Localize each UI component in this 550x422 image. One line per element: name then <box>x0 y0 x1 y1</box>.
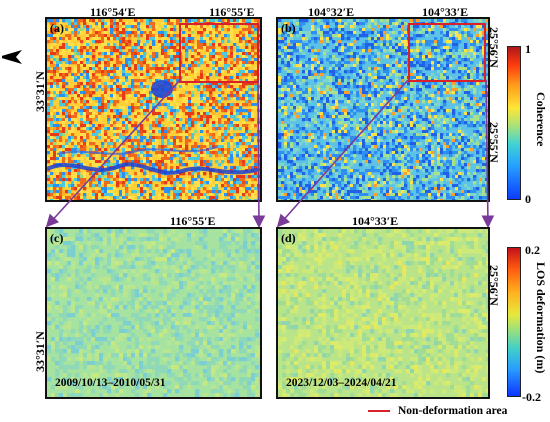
coherence-colorbar <box>507 46 521 200</box>
panel-b-coherence-map: (b) <box>276 17 490 202</box>
coord-a-lon2: 116°55′E <box>209 5 255 19</box>
panel-d-date-range: 2023/12/03–2024/04/21 <box>286 377 397 389</box>
legend-label: Non-deformation area <box>398 405 508 417</box>
coherence-texture-b <box>278 19 488 200</box>
coherence-texture-a <box>47 19 260 200</box>
coord-b-lon1: 104°32′E <box>308 5 355 19</box>
non-deformation-box-a <box>179 23 259 83</box>
panel-b-label: (b) <box>281 21 296 35</box>
panel-c-deformation-map: (c) 2009/10/13–2010/05/31 <box>45 227 262 399</box>
coherence-min-label: 0 <box>525 192 531 206</box>
panel-a-label: (a) <box>50 21 64 35</box>
panel-c-date-range: 2009/10/13–2010/05/31 <box>55 377 166 389</box>
coord-a-lon1: 116°54′E <box>90 5 136 19</box>
coherence-max-label: 1 <box>525 42 531 56</box>
deformation-texture-d <box>278 229 488 397</box>
legend-red-line <box>368 410 390 412</box>
coord-b-lon2: 104°33′E <box>422 5 469 19</box>
north-arrow-icon <box>0 40 24 74</box>
panel-c-label: (c) <box>50 231 64 245</box>
non-deformation-box-b <box>408 23 486 82</box>
deformation-max-label: 0.2 <box>525 243 540 257</box>
panel-d-label: (d) <box>281 231 296 245</box>
deformation-min-label: -0.2 <box>522 390 541 404</box>
coord-c-lon: 116°55′E <box>170 214 216 228</box>
deformation-texture-c <box>47 229 260 397</box>
deformation-colorbar-title: LOS deformation (m) <box>534 262 548 374</box>
deformation-colorbar <box>507 247 521 397</box>
coord-d-lon: 104°33′E <box>352 214 399 228</box>
panel-a-coherence-map: (a) <box>45 17 262 202</box>
panel-d-deformation-map: (d) 2023/12/03–2024/04/21 <box>276 227 490 399</box>
